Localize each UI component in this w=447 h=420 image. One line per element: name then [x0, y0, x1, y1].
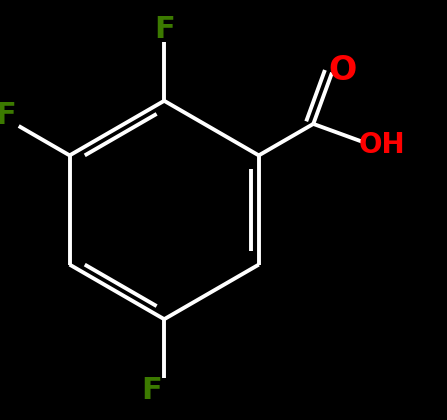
Text: OH: OH — [358, 131, 405, 159]
Text: O: O — [329, 54, 357, 87]
Text: F: F — [0, 101, 17, 130]
Text: F: F — [141, 376, 162, 405]
Text: F: F — [154, 15, 175, 44]
